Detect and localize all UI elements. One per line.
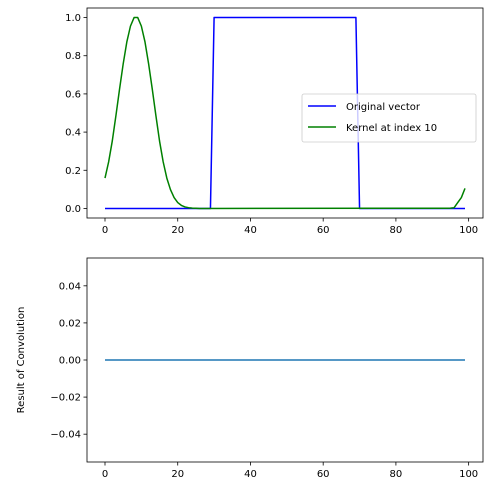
y-tick-label: 0.0	[65, 204, 81, 215]
x-tick-label: 100	[459, 225, 478, 236]
y-tick-label: 0.2	[65, 166, 81, 177]
y-tick-label: 0.4	[65, 128, 81, 139]
x-tick-label: 100	[459, 469, 478, 480]
y-tick-label: 0.00	[59, 356, 81, 367]
x-tick-label: 60	[317, 225, 330, 236]
series-line-0-1	[104, 16, 466, 210]
y-tick-label: 0.02	[59, 318, 81, 329]
x-tick-label: 0	[102, 225, 108, 236]
bottom-plot: 0 20 40 60 80 100 −0.04 −0.02 0.00 0.02 0.04 Result…	[16, 257, 484, 480]
axes-frame	[86, 7, 484, 219]
x-tick-label: 20	[171, 225, 184, 236]
x-tick-label: 40	[244, 225, 257, 236]
y-tick-label: −0.04	[50, 430, 81, 441]
legend: Original vector Kernel at index 10	[301, 93, 477, 143]
legend-box	[301, 93, 477, 143]
x-tick-label: 80	[390, 225, 403, 236]
legend-label: Kernel at index 10	[346, 123, 437, 134]
x-tick-label: 20	[171, 469, 184, 480]
y-tick-label: 0.8	[65, 51, 81, 62]
x-tick-label: 40	[244, 469, 257, 480]
x-tick-label: 0	[102, 469, 108, 480]
top-plot: 0 20 40 60 80 100 0.0 0.2 0.4 0.6 0.8 1.0 Original v…	[65, 7, 484, 236]
y-tick-label: 0.04	[59, 281, 81, 292]
y-tick-label: 0.6	[65, 89, 81, 100]
y-tick-label: 1.0	[65, 13, 81, 24]
y-axis-label: Result of Convolution	[16, 307, 27, 414]
legend-label: Original vector	[346, 102, 421, 113]
x-tick-label: 60	[317, 469, 330, 480]
y-tick-label: −0.02	[50, 393, 81, 404]
x-tick-label: 80	[390, 469, 403, 480]
